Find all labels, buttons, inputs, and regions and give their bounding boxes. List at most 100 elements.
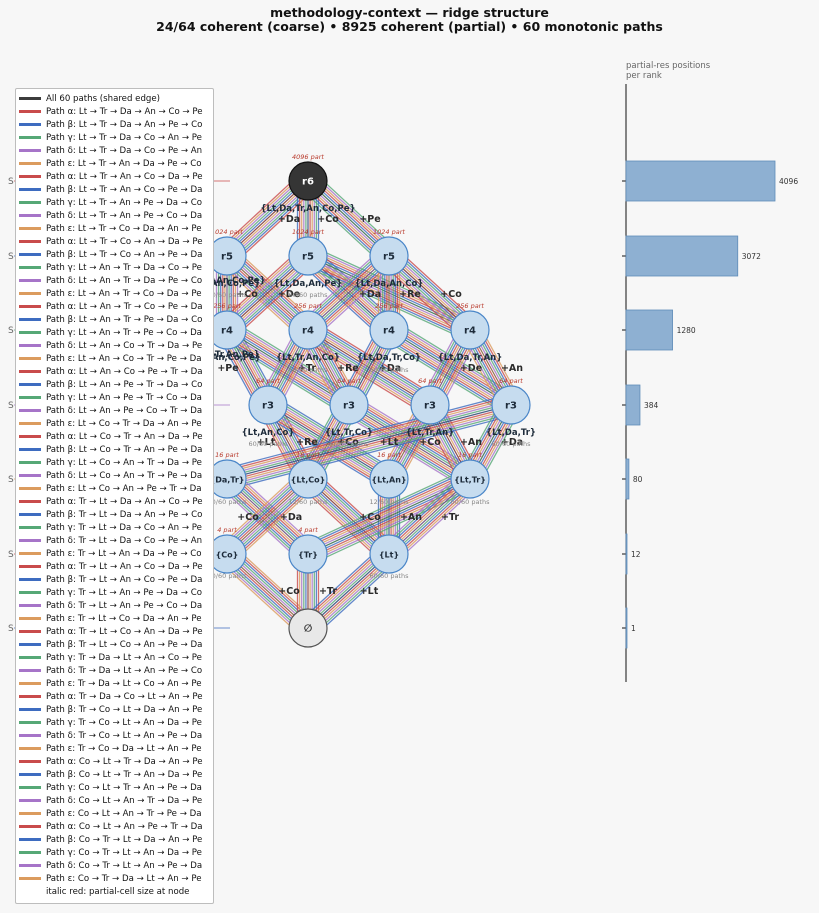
figure-title: methodology-context — ridge structure 24…	[0, 6, 819, 34]
legend-swatch	[19, 760, 41, 763]
edge-label: +Tr	[319, 586, 337, 597]
legend-swatch	[19, 565, 41, 568]
edge-label: +Co	[359, 512, 381, 523]
path-count-label: 60/60 paths	[289, 366, 329, 374]
node-r2c: {Lt,An} 16 part	[369, 451, 409, 499]
edge-label: +An	[501, 363, 523, 374]
edge-strand	[224, 394, 509, 470]
legend-item-path: Path α: Lt → Tr → Co → An → Da → Pe	[19, 235, 213, 248]
legend-swatch	[19, 461, 41, 464]
edge-strand	[394, 484, 477, 561]
legend-swatch-empty	[19, 890, 41, 892]
edge-label: +Pe	[359, 214, 380, 225]
legend-item-path: Path γ: Tr → Lt → An → Pe → Da → Co	[19, 586, 213, 599]
node-circle	[288, 608, 328, 648]
node-label: r3	[505, 401, 517, 412]
node-partial-label: 16 part	[296, 451, 320, 459]
edge-strand	[381, 470, 464, 547]
edge-label: +Co	[237, 512, 259, 523]
legend-label: Path γ: Lt → An → Tr → Pe → Co → Da	[46, 327, 202, 338]
node-layer: r6 {Lt,Da,Tr,An,Co,Pe} 4096 part r5 {Tr,An,C…	[193, 153, 536, 648]
legend-label: Path β: Lt → Tr → Co → An → Pe → Da	[46, 249, 203, 260]
legend-item-path: Path γ: Co → Lt → Tr → An → Pe → Da	[19, 781, 213, 794]
node-label: r3	[424, 401, 436, 412]
node-set-label: {Lt,An,Co,Pe}	[193, 353, 261, 363]
legend-label: Path ε: Tr → Da → Lt → Co → An → Pe	[46, 678, 202, 689]
legend-label: Path δ: Tr → Lt → An → Pe → Co → Da	[46, 600, 203, 611]
edge-strand	[227, 406, 512, 482]
legend-swatch	[19, 513, 41, 516]
legend-item-path: Path δ: Co → Tr → Lt → An → Pe → Da	[19, 859, 213, 872]
legend-swatch	[19, 201, 41, 204]
node-set-label: {Lt,An,Co}	[242, 428, 295, 438]
edge-label: +Co	[317, 214, 339, 225]
legend-label: Path ε: Tr → Lt → An → Da → Pe → Co	[46, 548, 202, 559]
legend-swatch	[19, 591, 41, 594]
node-partial-label: 64 part	[499, 377, 523, 385]
node-circle	[450, 459, 490, 499]
legend-swatch	[19, 630, 41, 633]
legend-label: Path δ: Tr → Lt → Da → Co → Pe → An	[46, 535, 203, 546]
legend-item-path: Path δ: Lt → An → Tr → Da → Pe → Co	[19, 274, 213, 287]
legend-item-path: Path α: Co → Lt → An → Pe → Tr → Da	[19, 820, 213, 833]
legend-swatch	[19, 669, 41, 672]
left-stub-label: S	[8, 475, 14, 485]
legend-label: Path δ: Lt → Tr → Da → Co → Pe → An	[46, 145, 203, 156]
node-partial-label: 16 part	[377, 451, 401, 459]
legend-label: Path γ: Lt → Tr → Da → Co → An → Pe	[46, 132, 202, 143]
edge-label: +Lt	[380, 437, 399, 448]
node-label: {Co}	[216, 551, 239, 560]
legend-swatch	[19, 253, 41, 256]
node-r5b: r5 {Lt,Da,An,Pe} 1024 part	[274, 228, 343, 289]
edge-strand	[232, 261, 315, 337]
node-set-label: {Lt,Da,An,Co}	[355, 279, 424, 289]
legend-item-path: Path γ: Lt → Tr → Da → Co → An → Pe	[19, 131, 213, 144]
path-count-label: 60/60 paths	[370, 572, 410, 580]
edge-label: +Tr	[298, 363, 316, 374]
edge-strand	[301, 186, 384, 263]
node-circle	[329, 385, 369, 425]
legend-swatch	[19, 747, 41, 750]
figure-title-line2: 24/64 coherent (coarse) • 8925 coherent …	[156, 19, 663, 34]
bar-value-label: 4096	[779, 177, 798, 186]
node-partial-label: 1024 part	[292, 228, 324, 236]
node-r1b: {Tr} 4 part	[288, 526, 328, 574]
legend-item-path: Path γ: Tr → Da → Lt → An → Co → Pe	[19, 651, 213, 664]
legend: All 60 paths (shared edge) Path α: Lt → …	[15, 88, 214, 904]
edge-strand	[300, 188, 383, 265]
edge-strand	[395, 247, 478, 323]
node-set-label: {Lt,Da,Tr,An,Co,Pe}	[260, 204, 355, 214]
legend-label: Path γ: Co → Lt → Tr → An → Pe → Da	[46, 782, 202, 793]
bar-chart-title: partial-res positions per rank	[626, 61, 710, 81]
legend-label: Path δ: Tr → Co → Lt → An → Pe → Da	[46, 730, 203, 741]
path-count-label: 12/60 paths	[289, 498, 329, 506]
legend-swatch	[19, 240, 41, 243]
legend-item-path: Path α: Lt → An → Co → Pe → Tr → Da	[19, 365, 213, 378]
legend-swatch	[19, 552, 41, 555]
bar-value-label: 1	[631, 624, 636, 633]
legend-swatch	[19, 110, 41, 113]
edge-strand	[394, 249, 477, 325]
node-label: ∅	[304, 624, 313, 635]
legend-label: Path δ: Lt → Co → An → Tr → Pe → Da	[46, 470, 203, 481]
edge-label: +Da	[379, 363, 401, 374]
node-circle	[369, 534, 409, 574]
edge-strand	[220, 249, 303, 325]
legend-swatch	[19, 448, 41, 451]
edge-strand	[232, 484, 315, 561]
bar-chart-title-line1: partial-res positions	[626, 61, 711, 71]
legend-swatch	[19, 279, 41, 282]
legend-item-path: Path ε: Tr → Co → Da → Lt → An → Pe	[19, 742, 213, 755]
legend-label: Path α: Lt → An → Tr → Co → Pe → Da	[46, 301, 203, 312]
node-partial-label: 256 part	[456, 302, 484, 310]
legend-swatch	[19, 786, 41, 789]
legend-label: Path β: Tr → Co → Lt → Da → An → Pe	[46, 704, 203, 715]
legend-item-path: Path δ: Lt → Co → An → Tr → Pe → Da	[19, 469, 213, 482]
edge-label: +Da	[278, 214, 300, 225]
bar	[625, 533, 628, 575]
node-set-label: {Lt,Tr,An,Co}	[276, 353, 340, 363]
node-set-label: {Tr,An,Co,Pe}	[194, 279, 260, 289]
legend-swatch	[19, 838, 41, 841]
node-r0: ∅	[288, 608, 328, 648]
node-r6: r6 {Lt,Da,Tr,An,Co,Pe} 4096 part	[260, 153, 355, 214]
